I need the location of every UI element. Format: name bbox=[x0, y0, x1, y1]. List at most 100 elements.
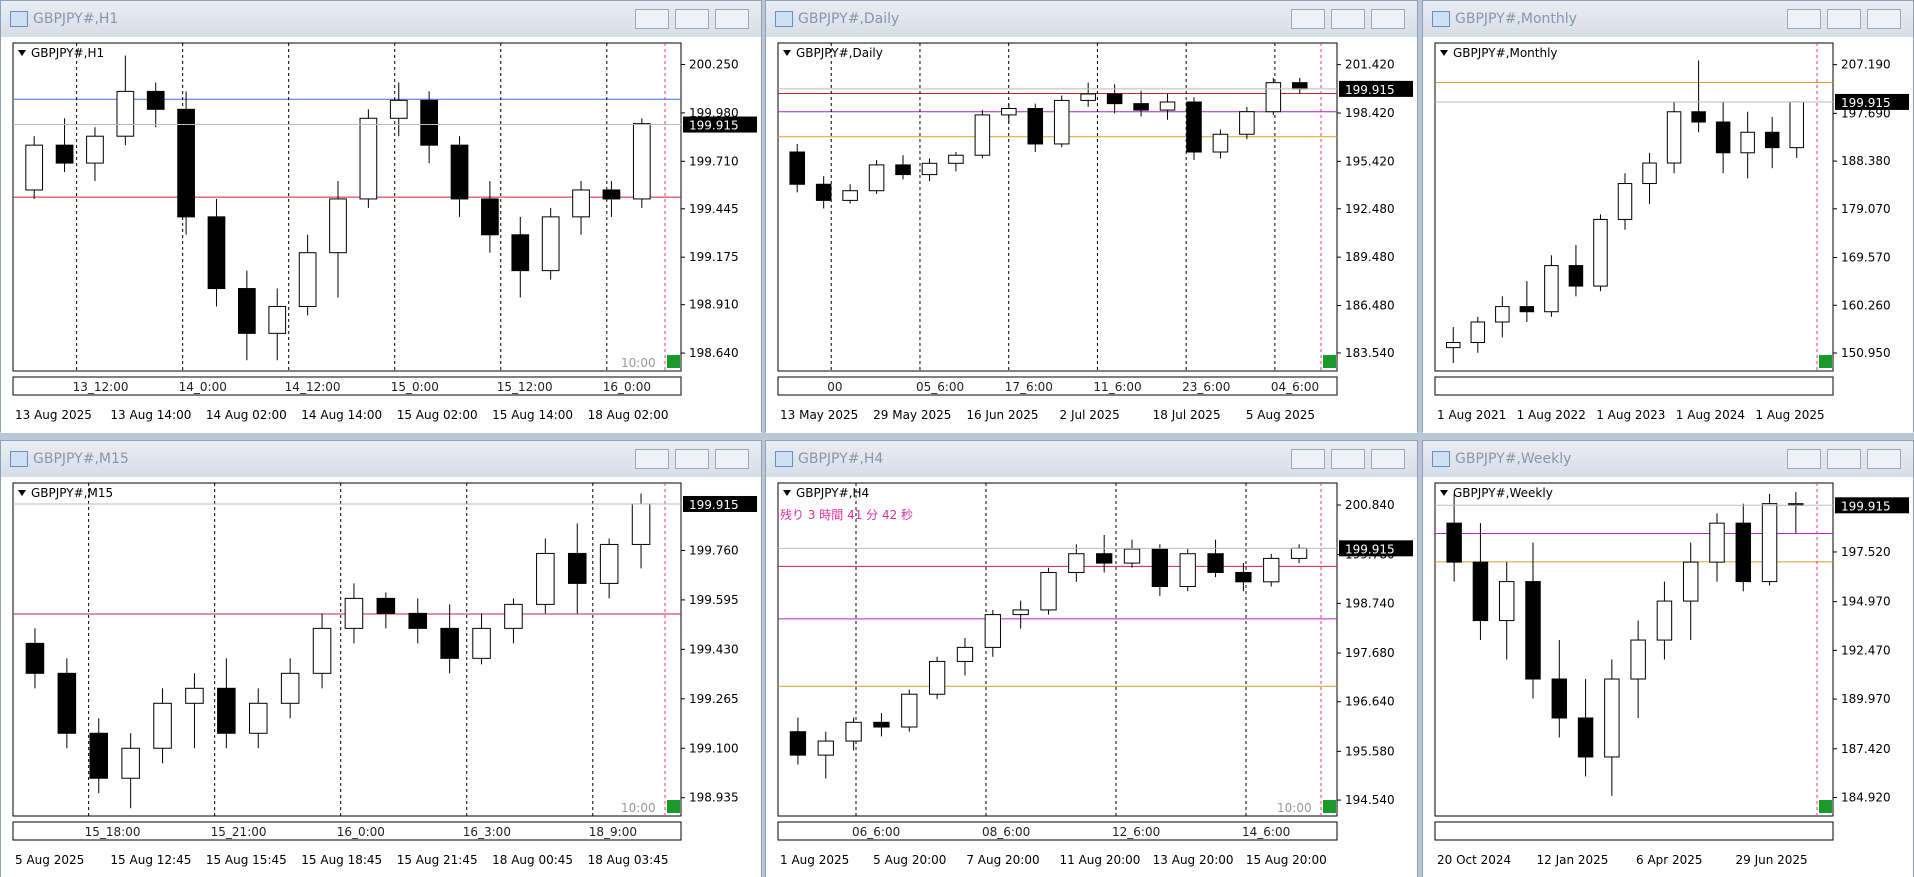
candle-body bbox=[1604, 678, 1620, 758]
date-label: 1 Aug 2024 bbox=[1676, 408, 1745, 422]
y-tick-label: 194.970 bbox=[1841, 595, 1891, 609]
y-tick-label: 198.420 bbox=[1345, 106, 1395, 120]
candle-body bbox=[344, 597, 364, 629]
chart-window: GBPJPY#,M15 199.760 199.595 199.430 199.265 1… bbox=[0, 440, 762, 877]
chart-area: 201.420 198.420 195.420 192.480 189.480 186.4… bbox=[766, 37, 1417, 433]
maximize-button[interactable] bbox=[675, 9, 709, 29]
title-bar: GBPJPY#,Monthly bbox=[1423, 1, 1913, 37]
date-label: 6 Apr 2025 bbox=[1636, 853, 1703, 867]
candle-body bbox=[153, 702, 172, 749]
candle-body bbox=[89, 732, 109, 779]
time-label: 14_12:00 bbox=[285, 380, 341, 394]
symbol-arrow bbox=[1440, 490, 1448, 496]
candle-body bbox=[55, 144, 74, 164]
candle-body bbox=[481, 198, 499, 236]
time-strip bbox=[1434, 376, 1834, 396]
price-label: 199.915 bbox=[1345, 83, 1395, 97]
y-tick-label: 200.840 bbox=[1345, 498, 1395, 512]
candle-body bbox=[632, 123, 651, 200]
date-label: 29 May 2025 bbox=[873, 408, 951, 422]
y-tick-label: 195.420 bbox=[1345, 154, 1395, 168]
candle-body bbox=[1642, 162, 1657, 185]
y-tick-label: 197.680 bbox=[1345, 646, 1395, 660]
time-label: 17_6:00 bbox=[1005, 380, 1053, 394]
candle-body bbox=[376, 597, 396, 614]
candle-body bbox=[1761, 503, 1778, 583]
title-bar: GBPJPY#,H4 bbox=[766, 441, 1417, 477]
time-label: 12_6:00 bbox=[1112, 825, 1160, 839]
candle-body bbox=[789, 731, 807, 756]
date-label: 1 Aug 2025 bbox=[780, 853, 849, 867]
symbol-label: GBPJPY#,Daily bbox=[796, 46, 883, 60]
close-button[interactable] bbox=[1371, 449, 1405, 469]
minimize-button[interactable] bbox=[1291, 9, 1325, 29]
candle-body bbox=[815, 183, 832, 201]
date-label: 5 Aug 2025 bbox=[15, 853, 84, 867]
candle-body bbox=[207, 216, 226, 290]
maximize-button[interactable] bbox=[1331, 449, 1365, 469]
candle-body bbox=[116, 90, 135, 137]
y-tick-label: 194.540 bbox=[1345, 793, 1395, 807]
minimize-button[interactable] bbox=[1787, 449, 1821, 469]
candle-body bbox=[504, 603, 523, 629]
price-box bbox=[1835, 93, 1909, 110]
plot-frame bbox=[777, 482, 1338, 817]
date-label: 15 Aug 02:00 bbox=[397, 408, 478, 422]
time-label: 11_6:00 bbox=[1093, 380, 1141, 394]
minimize-button[interactable] bbox=[1291, 449, 1325, 469]
date-label: 1 Aug 2023 bbox=[1596, 408, 1665, 422]
window-title: GBPJPY#,H1 bbox=[33, 11, 119, 27]
candle-body bbox=[1290, 547, 1308, 559]
date-label: 15 Aug 21:45 bbox=[397, 853, 478, 867]
y-tick-label: 186.480 bbox=[1345, 299, 1395, 313]
candle-body bbox=[1682, 561, 1699, 602]
plot-bg bbox=[1, 37, 761, 433]
minimize-button[interactable] bbox=[635, 449, 669, 469]
close-button[interactable] bbox=[1867, 449, 1901, 469]
status-box bbox=[1323, 800, 1336, 813]
date-label: 1 Aug 2022 bbox=[1517, 408, 1586, 422]
time-label: 04_6:00 bbox=[1271, 380, 1319, 394]
candle-body bbox=[329, 198, 347, 254]
candle-body bbox=[146, 90, 165, 110]
plot-frame bbox=[1434, 42, 1834, 372]
close-button[interactable] bbox=[715, 449, 749, 469]
plot-bg bbox=[766, 37, 1417, 433]
status-box bbox=[1819, 800, 1832, 813]
candle-body bbox=[1656, 600, 1673, 641]
date-label: 15 Aug 12:45 bbox=[110, 853, 191, 867]
y-tick-label: 197.520 bbox=[1841, 545, 1891, 559]
y-tick-label: 189.480 bbox=[1345, 250, 1395, 264]
maximize-button[interactable] bbox=[1827, 449, 1861, 469]
time-label: 14_6:00 bbox=[1242, 825, 1290, 839]
window-title: GBPJPY#,Monthly bbox=[1455, 11, 1577, 27]
candle-body bbox=[420, 99, 438, 146]
close-button[interactable] bbox=[715, 9, 749, 29]
maximize-button[interactable] bbox=[1827, 9, 1861, 29]
candle-body bbox=[1789, 101, 1804, 149]
window-title: GBPJPY#,Daily bbox=[798, 11, 900, 27]
status-box bbox=[1819, 355, 1832, 368]
plot-frame bbox=[1434, 482, 1834, 817]
close-button[interactable] bbox=[1371, 9, 1405, 29]
candle-body bbox=[86, 135, 104, 164]
y-tick-label: 184.920 bbox=[1841, 790, 1891, 804]
date-label: 16 Jun 2025 bbox=[966, 408, 1038, 422]
maximize-button[interactable] bbox=[1331, 9, 1365, 29]
candle-body bbox=[185, 687, 204, 704]
candle-body bbox=[1212, 133, 1229, 153]
candle-body bbox=[248, 702, 268, 734]
close-button[interactable] bbox=[1867, 9, 1901, 29]
candle-body bbox=[1740, 131, 1755, 154]
minimize-button[interactable] bbox=[1787, 9, 1821, 29]
time-label: 08_6:00 bbox=[982, 825, 1030, 839]
symbol-arrow bbox=[18, 490, 26, 496]
price-box bbox=[1339, 540, 1413, 557]
candle-body bbox=[921, 162, 938, 176]
y-tick-label: 199.100 bbox=[689, 741, 739, 755]
maximize-button[interactable] bbox=[675, 449, 709, 469]
minimize-button[interactable] bbox=[635, 9, 669, 29]
y-tick-label: 187.420 bbox=[1841, 742, 1891, 756]
candle-body bbox=[1186, 101, 1202, 153]
date-label: 11 Aug 20:00 bbox=[1060, 853, 1141, 867]
